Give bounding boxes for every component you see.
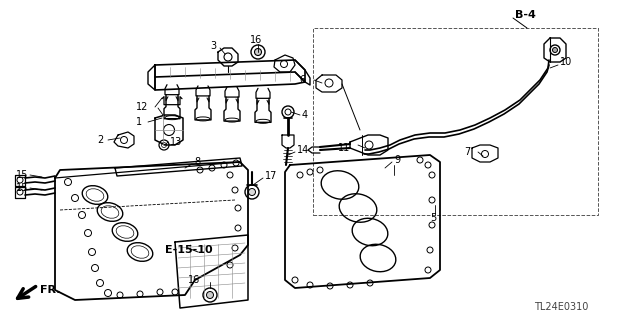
Text: 6: 6 bbox=[300, 75, 306, 85]
Text: 8: 8 bbox=[194, 157, 200, 167]
Text: 10: 10 bbox=[560, 57, 572, 67]
Text: 11: 11 bbox=[338, 143, 350, 153]
Text: 1: 1 bbox=[136, 117, 142, 127]
Text: 5: 5 bbox=[430, 213, 436, 223]
Circle shape bbox=[207, 292, 214, 299]
Text: 2: 2 bbox=[98, 135, 104, 145]
Text: 15: 15 bbox=[16, 170, 28, 180]
Text: 7: 7 bbox=[464, 147, 470, 157]
Text: 13: 13 bbox=[170, 137, 182, 147]
Text: 16: 16 bbox=[250, 35, 262, 45]
Circle shape bbox=[255, 48, 262, 56]
Text: 9: 9 bbox=[394, 155, 400, 165]
Text: 16: 16 bbox=[188, 275, 200, 285]
Text: FR.: FR. bbox=[40, 285, 61, 295]
Bar bbox=[313, 28, 598, 215]
Text: B-4: B-4 bbox=[515, 10, 536, 20]
Text: 14: 14 bbox=[297, 145, 309, 155]
Text: 17: 17 bbox=[265, 171, 277, 181]
Text: 12: 12 bbox=[136, 102, 148, 112]
Text: 3: 3 bbox=[210, 41, 216, 51]
Text: 4: 4 bbox=[302, 110, 308, 120]
Circle shape bbox=[248, 189, 255, 196]
Text: E-15-10: E-15-10 bbox=[165, 245, 212, 255]
Text: TL24E0310: TL24E0310 bbox=[534, 302, 588, 312]
Circle shape bbox=[552, 48, 557, 53]
Text: 15: 15 bbox=[16, 183, 28, 193]
